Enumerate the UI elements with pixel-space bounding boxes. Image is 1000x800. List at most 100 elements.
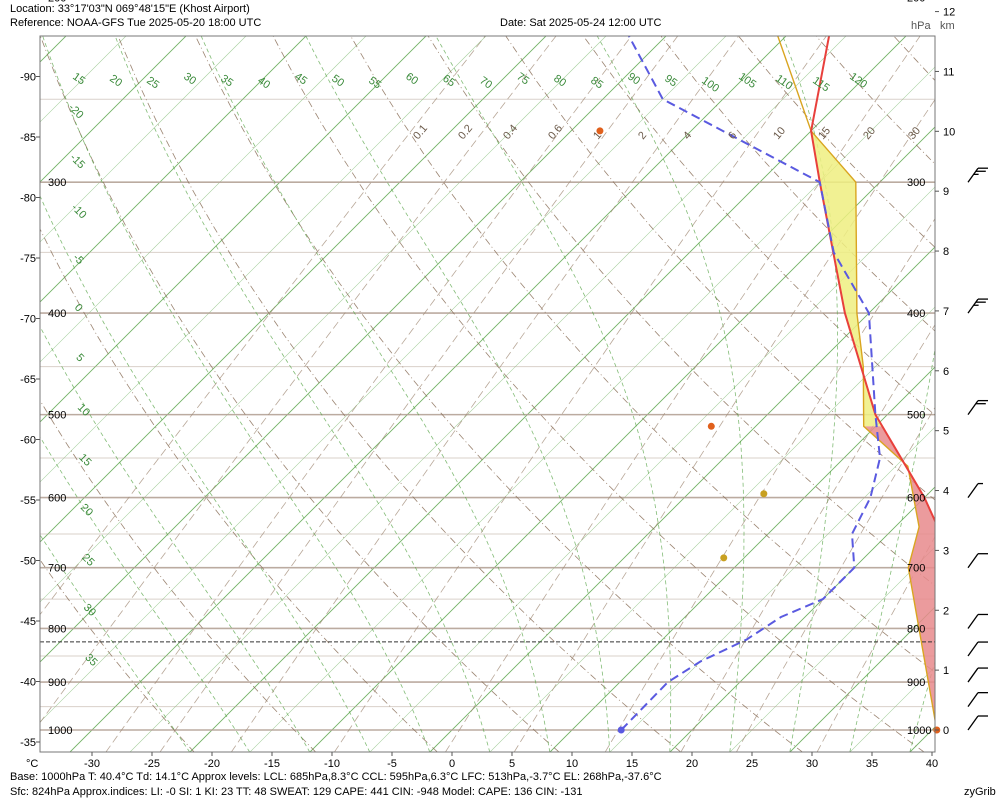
marker-lfc: [707, 422, 715, 430]
dry-adiabat-line: [582, 36, 935, 416]
isotherm-line: [40, 36, 367, 363]
isotherm-line: [489, 306, 935, 752]
stats-line-1: Base: 1000hPa T: 40.4°C Td: 14.1°C Appro…: [10, 771, 662, 783]
left-tick-label: -90: [20, 72, 36, 84]
km-tick-label: 9: [943, 186, 949, 198]
x-tick-label: -5: [387, 758, 397, 770]
marker-dew: [617, 726, 625, 734]
dry-adiabat-label: 55: [366, 75, 383, 92]
hpa-unit-label: hPa: [911, 20, 931, 32]
dry-adiabat-label: 15: [70, 71, 87, 88]
left-tick-label: -60: [20, 435, 36, 447]
x-tick-label: -30: [84, 758, 100, 770]
dry-adiabat-label: 75: [514, 71, 531, 88]
dry-adiabat-label: 20: [107, 73, 124, 90]
location-text: Location: 33°17'03"N 069°48'15"E (Khost …: [10, 3, 250, 15]
moist-adiabat-line: [40, 194, 371, 752]
mixing-ratio-line: [230, 36, 740, 752]
dry-adiabat-label: 95: [662, 73, 679, 90]
plot-area: 15 20 25 30 35 40 45 50 55 60 65 70 75 80 85 90 95 100 105…: [40, 0, 1000, 752]
km-tick-label: 4: [943, 486, 949, 498]
dry-adiabat-label: 40: [255, 75, 272, 92]
wind-barb-staff: [967, 298, 979, 314]
dry-adiabat-label: 45: [292, 71, 309, 88]
dry-adiabat-line: [350, 36, 935, 673]
x-tick-label: 10: [566, 758, 578, 770]
mixing-ratio-line: [105, 36, 632, 752]
km-tick-label: 1: [943, 665, 949, 677]
isotherm-line: [189, 36, 907, 752]
dry-adiabat-line: [117, 36, 682, 752]
x-tick-label: -15: [264, 758, 280, 770]
dry-adiabat-line: [40, 399, 317, 752]
date-text: Date: Sat 2025-05-24 12:00 UTC: [500, 17, 662, 29]
wind-barb-staff: [967, 667, 979, 683]
pressure-label-right: 900: [907, 677, 925, 689]
isotherm-line: [970, 0, 1000, 752]
wind-barb: [967, 482, 983, 498]
km-tick-label: 3: [943, 545, 949, 557]
moist-adiabat-line: [200, 36, 551, 752]
dry-adiabat-label: 65: [440, 73, 457, 90]
left-tick-label: -70: [20, 314, 36, 326]
mixing-ratio-line: [159, 36, 679, 752]
wind-barb: [967, 167, 988, 183]
left-tick-label: -50: [20, 556, 36, 568]
moist-adiabat-line: [42, 36, 431, 752]
x-tick-label: 25: [746, 758, 758, 770]
mixing-ratio-line: [333, 36, 827, 752]
cin-area: [863, 426, 935, 720]
x-tick-label: 15: [626, 758, 638, 770]
celsius-unit-label: °C: [26, 758, 39, 770]
pressure-label-right: 700: [907, 563, 925, 575]
dry-adiabat-label: 90: [625, 71, 642, 88]
pressure-label-right: 1000: [907, 725, 931, 737]
dry-adiabat-line: [427, 36, 935, 587]
isotherm-line: [249, 66, 935, 752]
marker-lcl: [720, 554, 728, 562]
pressure-label-left: 600: [48, 493, 66, 505]
x-tick-label: 40: [926, 758, 938, 770]
left-tick-label: -45: [20, 616, 36, 628]
marker-el: [596, 127, 604, 135]
wind-barb: [967, 553, 988, 569]
left-tick-label: -75: [20, 253, 36, 265]
plot-background: [40, 36, 935, 752]
dry-adiabat-label: 80: [551, 73, 568, 90]
wind-barb-staff: [967, 553, 979, 569]
wind-barb-staff: [967, 614, 979, 629]
moist-adiabat-line: [849, 346, 935, 752]
pressure-label-right: 200: [907, 0, 925, 5]
km-tick-label: 7: [943, 306, 949, 318]
dry-adiabat-label: 25: [144, 75, 161, 92]
moist-adiabat-line: [596, 36, 745, 752]
km-unit-label: km: [940, 20, 955, 32]
mixing-ratio-line: [680, 324, 935, 752]
x-tick-label: -25: [144, 758, 160, 770]
pressure-label-left: 200: [48, 0, 66, 5]
isotherm-line: [40, 36, 607, 603]
left-tick-label: -85: [20, 132, 36, 144]
isotherm-line: [40, 36, 487, 483]
dry-adiabat-label: 50: [329, 73, 346, 90]
mixing-ratio-line: [735, 406, 935, 752]
isotherm-line: [69, 36, 787, 752]
mixing-ratio-line: [513, 98, 935, 752]
moist-adiabat-line: [40, 534, 191, 752]
dry-adiabat-line: [40, 228, 438, 752]
pressure-label-left: 700: [48, 563, 66, 575]
pressure-label-right: 400: [907, 308, 925, 320]
x-tick-label: -10: [324, 758, 340, 770]
parcel-line: [777, 36, 935, 724]
dry-adiabat-label: 30: [181, 71, 198, 88]
wind-barb-staff: [967, 400, 979, 415]
km-tick-label: 0: [943, 725, 949, 737]
dry-adiabat-label: 60: [403, 71, 420, 88]
plot-frame: [39, 35, 936, 753]
isotherm-line: [40, 36, 727, 723]
pressure-label-right: 300: [907, 177, 925, 189]
wind-barb: [967, 641, 988, 657]
mixing-ratio-line: [816, 535, 935, 752]
pressure-label-left: 1000: [48, 725, 72, 737]
